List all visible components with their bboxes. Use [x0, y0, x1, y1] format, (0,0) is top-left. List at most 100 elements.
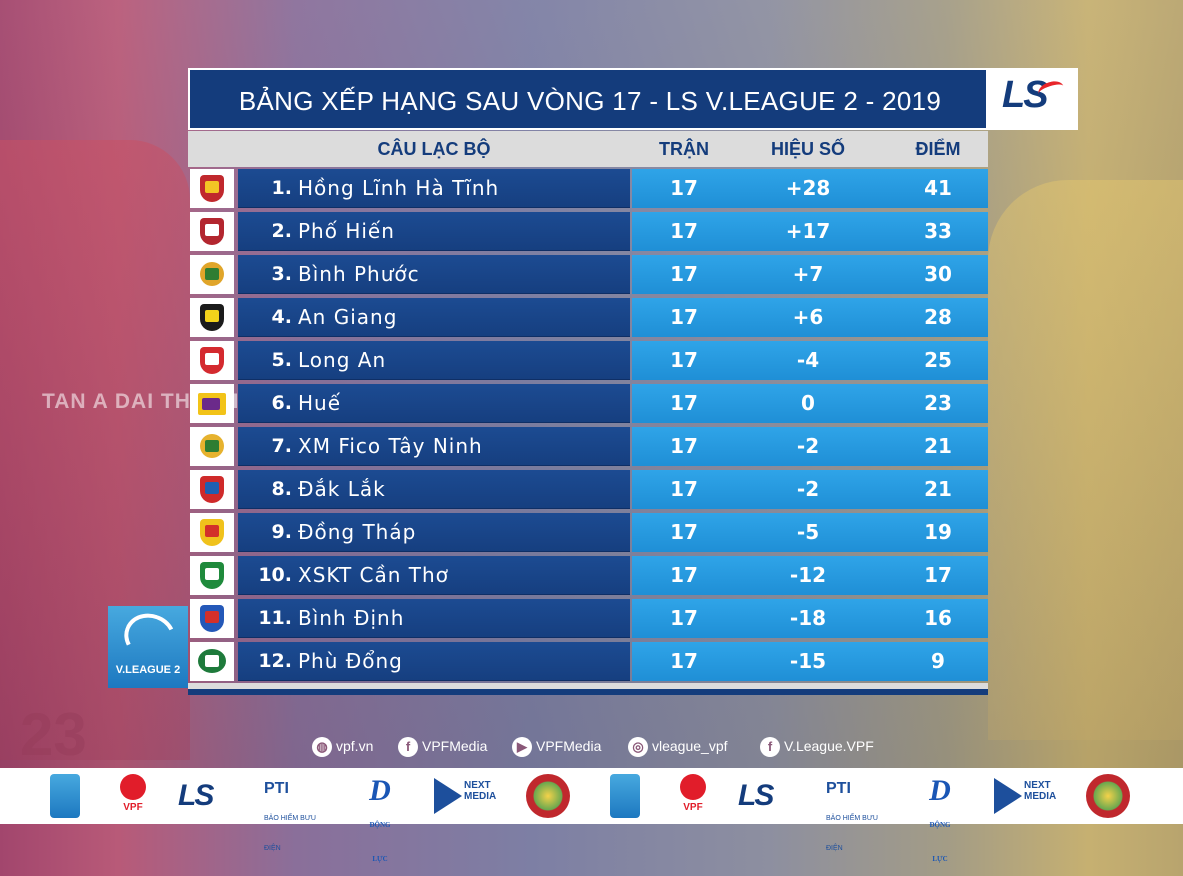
binh-dinh-badge-icon — [200, 605, 224, 632]
club-name: Hồng Lĩnh Hà Tĩnh — [298, 176, 500, 200]
seal-sponsor-logo — [526, 774, 570, 818]
club-name: Phố Hiến — [298, 219, 395, 243]
rank: 11. — [258, 607, 292, 629]
vpf-sponsor-logo: VPF — [678, 774, 708, 818]
social-label: vleague_vpf — [652, 738, 728, 754]
vpf-sponsor-logo: VPF — [118, 774, 148, 818]
dong-luc-mark: D — [369, 774, 391, 807]
vleague-sponsor-logo — [50, 774, 80, 818]
globe-icon: ◍ — [312, 737, 332, 758]
table-row: 6. Huế 17 0 23 — [188, 382, 988, 425]
played: 17 — [670, 219, 698, 243]
page-title: BẢNG XẾP HẠNG SAU VÒNG 17 - LS V.LEAGUE … — [238, 86, 942, 116]
table-row: 1. Hồng Lĩnh Hà Tĩnh 17 +28 41 — [188, 167, 988, 210]
club-name: XSKT Cần Thơ — [298, 563, 449, 587]
points: 23 — [924, 391, 952, 415]
next-media-sponsor-logo: NEXT MEDIA — [994, 774, 1058, 818]
dak-lak-badge-icon — [200, 476, 224, 503]
social-link-facebook-vpfmedia[interactable]: f VPFMedia — [398, 734, 487, 758]
social-link-youtube[interactable]: ▶ VPFMedia — [512, 734, 601, 758]
social-label: VPFMedia — [536, 738, 602, 754]
pti-label: PTI — [826, 780, 851, 797]
goal-diff: +6 — [792, 305, 824, 329]
next-media-label: NEXT MEDIA — [464, 780, 497, 802]
social-label: V.League.VPF — [784, 738, 874, 754]
points: 25 — [924, 348, 952, 372]
binh-phuoc-badge-icon — [200, 262, 224, 286]
table-row: 7. XM Fico Tây Ninh 17 -2 21 — [188, 425, 988, 468]
an-giang-badge-icon — [200, 304, 224, 331]
points: 16 — [924, 606, 952, 630]
pti-label: PTI — [264, 780, 289, 797]
played: 17 — [670, 477, 698, 501]
youtube-icon: ▶ — [512, 737, 532, 758]
next-media-triangle-icon — [434, 778, 462, 814]
club-name: Huế — [298, 391, 342, 415]
table-header: CÂU LẠC BỘ TRẬN HIỆU SỐ ĐIỂM — [188, 131, 988, 167]
table-row: 2. Phố Hiến 17 +17 33 — [188, 210, 988, 253]
table-row: 10. XSKT Cần Thơ 17 -12 17 — [188, 554, 988, 597]
ls-sponsor-logo: LS — [178, 779, 214, 812]
played: 17 — [670, 262, 698, 286]
dong-luc-mark: D — [929, 774, 951, 807]
rank: 10. — [258, 564, 292, 586]
social-label: VPFMedia — [422, 738, 488, 754]
played: 17 — [670, 305, 698, 329]
dong-luc-sub-label: ĐỘNG LỰC — [369, 821, 391, 863]
dong-luc-sub-label: ĐỘNG LỰC — [929, 821, 951, 863]
goal-diff: -5 — [796, 520, 820, 544]
club-name: XM Fico Tây Ninh — [298, 434, 483, 458]
vpf-label: VPF — [123, 802, 143, 813]
next-media-label: NEXT MEDIA — [1024, 780, 1057, 802]
header-club: CÂU LẠC BỘ — [377, 139, 491, 159]
points: 41 — [924, 176, 952, 200]
pho-hien-badge-icon — [200, 218, 224, 245]
points: 17 — [924, 563, 952, 587]
goal-diff: +28 — [785, 176, 831, 200]
played: 17 — [670, 176, 698, 200]
social-link-facebook-vleague[interactable]: f V.League.VPF — [760, 734, 874, 758]
rank: 6. — [271, 392, 292, 414]
played: 17 — [670, 348, 698, 372]
dong-thap-badge-icon — [200, 519, 224, 546]
social-link-instagram[interactable]: ◎ vleague_vpf — [628, 734, 728, 758]
goal-diff: -2 — [796, 477, 820, 501]
seal-sponsor-logo — [1086, 774, 1130, 818]
social-links: ◍ vpf.vn f VPFMedia ▶ VPFMedia ◎ vleague_vpf… — [0, 732, 1183, 760]
vpf-label: VPF — [683, 802, 703, 813]
vpf-ball-icon — [120, 774, 146, 800]
header-points: ĐIỂM — [915, 139, 961, 159]
rank: 1. — [271, 177, 292, 199]
social-link-website[interactable]: ◍ vpf.vn — [312, 734, 373, 758]
table-row: 8. Đắk Lắk 17 -2 21 — [188, 468, 988, 511]
table-row: 11. Bình Định 17 -18 16 — [188, 597, 988, 640]
facebook-icon: f — [760, 737, 780, 758]
club-name: Đồng Tháp — [298, 520, 417, 544]
table-row: 12. Phù Đổng 17 -15 9 — [188, 640, 988, 683]
hue-badge-icon — [198, 393, 226, 415]
points: 21 — [924, 434, 952, 458]
next-media-sponsor-logo: NEXT MEDIA — [434, 774, 498, 818]
played: 17 — [670, 563, 698, 587]
ls-sponsor-logo: LS — [738, 779, 774, 812]
rank: 3. — [271, 263, 292, 285]
pti-sub-label: BẢO HIỂM BƯU ĐIỆN — [264, 815, 316, 852]
long-an-badge-icon — [200, 347, 224, 374]
rank: 4. — [271, 306, 292, 328]
rank: 9. — [271, 521, 292, 543]
standings-table: 1. Hồng Lĩnh Hà Tĩnh 17 +28 41 2. Phố Hi… — [188, 167, 988, 683]
dong-luc-sponsor-logo: D ĐỘNG LỰC — [922, 774, 958, 863]
rank: 8. — [271, 478, 292, 500]
goal-diff: -2 — [796, 434, 820, 458]
vleague-swirl-icon — [117, 606, 183, 668]
rank: 12. — [258, 650, 292, 672]
goal-diff: 0 — [801, 391, 815, 415]
pti-sponsor-logo: PTI BẢO HIỂM BƯU ĐIỆN — [264, 774, 334, 852]
phu-dong-badge-icon — [198, 649, 226, 673]
rank: 2. — [271, 220, 292, 242]
tay-ninh-badge-icon — [200, 434, 224, 458]
pti-sub-label: BẢO HIỂM BƯU ĐIỆN — [826, 815, 878, 852]
points: 21 — [924, 477, 952, 501]
goal-diff: -18 — [789, 606, 827, 630]
ls-logo-text: LS — [1002, 74, 1049, 116]
